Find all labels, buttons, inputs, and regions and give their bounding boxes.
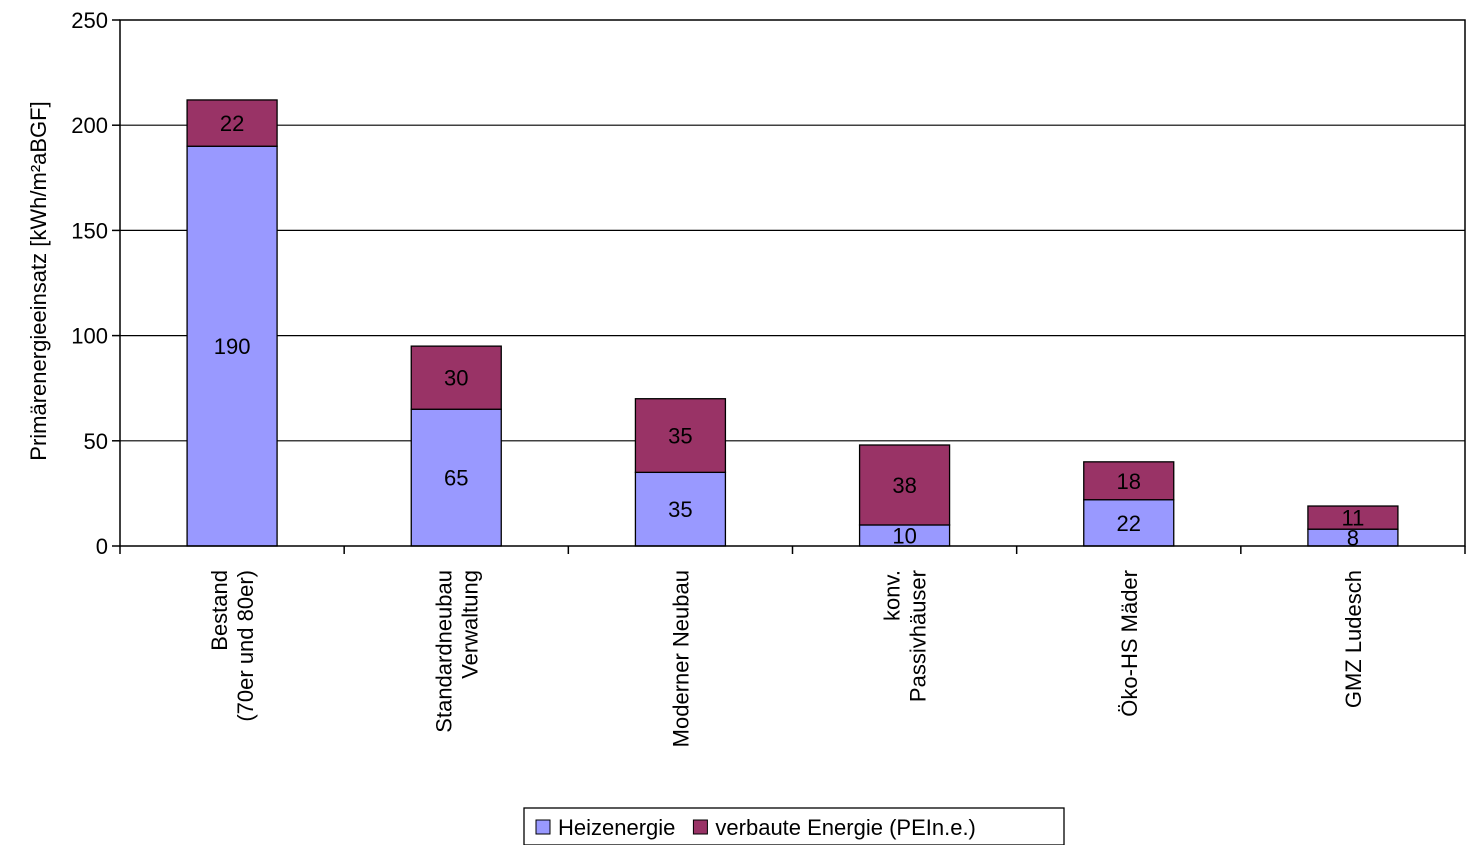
data-label: 30 xyxy=(444,366,468,391)
x-tick-label-line: konv. xyxy=(880,570,905,621)
x-tick-label-line: Passivhäuser xyxy=(906,570,931,702)
bar-segment xyxy=(410,345,502,410)
data-label: 10 xyxy=(892,523,916,548)
bar-segment xyxy=(410,408,502,547)
x-tick-label-line: (70er und 80er) xyxy=(233,570,258,722)
y-axis-label: Primärenergieeinsatz [kWh/m²aBGF] xyxy=(26,101,51,460)
data-label: 65 xyxy=(444,466,468,491)
legend-swatch xyxy=(535,819,551,835)
data-label: 190 xyxy=(214,334,251,359)
data-label: 22 xyxy=(1117,511,1141,536)
x-tick-labels: Bestand (70er und 80er) Standardneubau Verw… xyxy=(207,570,1366,747)
x-tick-label: GMZ Ludesch xyxy=(1341,570,1366,708)
legend-entry: verbaute Energie (PEIn.e.) xyxy=(715,815,975,840)
bar-segment xyxy=(858,444,951,526)
x-tick-label: Moderner Neubau xyxy=(668,570,693,747)
legend-entry: Heizenergie xyxy=(558,815,675,840)
data-label: 8 xyxy=(1347,526,1359,551)
x-tick-label-line: Bestand xyxy=(207,570,232,651)
x-tick-label: Öko-HS Mäder xyxy=(1117,570,1142,717)
bar-segment xyxy=(1083,499,1175,547)
data-label: 35 xyxy=(668,497,692,522)
y-tick-label: 200 xyxy=(71,113,108,138)
data-label: 35 xyxy=(668,424,692,449)
x-tick-label: Bestand (70er und 80er) xyxy=(207,570,258,722)
bar-segment xyxy=(634,398,727,474)
y-tick-label: 150 xyxy=(71,218,108,243)
bar-segment xyxy=(186,99,278,147)
bar-segment xyxy=(1307,505,1399,530)
legend: Heizenergie verbaute Energie (PEIn.e.) xyxy=(523,807,1065,845)
y-tick-label: 0 xyxy=(96,534,108,559)
data-label: 18 xyxy=(1117,469,1141,494)
legend-box xyxy=(523,807,1065,845)
bars: 190 22 65 30 35 35 10 38 22 18 811 xyxy=(186,99,1399,551)
gridlines xyxy=(120,124,1465,442)
y-tick-label: 50 xyxy=(84,429,108,454)
data-label: 38 xyxy=(892,473,916,498)
y-tick-label: 250 xyxy=(71,8,108,33)
bar-segment xyxy=(1083,461,1175,501)
x-tick-label-line: Öko-HS Mäder xyxy=(1117,570,1142,717)
axes xyxy=(112,19,1466,554)
data-label: 11 xyxy=(1341,506,1364,531)
x-tick-label-line: GMZ Ludesch xyxy=(1341,570,1366,708)
y-tick-labels: 0 50 100 150 200 250 xyxy=(71,8,108,559)
plot-frame xyxy=(119,19,1466,547)
legend-swatch xyxy=(692,819,708,835)
bar-segment xyxy=(186,145,278,547)
bar-segment xyxy=(634,471,727,547)
x-tick-label-line: Standardneubau xyxy=(431,570,456,733)
x-tick-label-line: Moderner Neubau xyxy=(668,570,693,747)
data-label: 22 xyxy=(220,111,244,136)
x-tick-label: Standardneubau Verwaltung xyxy=(431,570,482,733)
y-tick-label: 100 xyxy=(71,324,108,349)
x-tick-label-line: Verwaltung xyxy=(457,570,482,679)
x-tick-label: konv. Passivhäuser xyxy=(880,570,931,702)
